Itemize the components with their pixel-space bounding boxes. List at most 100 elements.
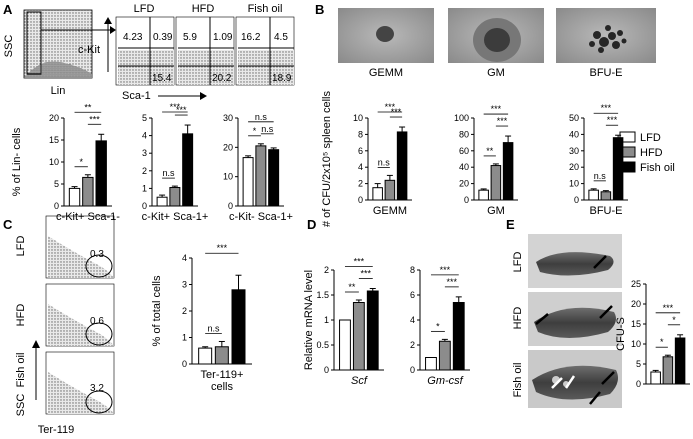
row-label: Fish oil [512, 363, 524, 398]
significance-label: n.s [378, 157, 391, 167]
significance-label: *** [361, 269, 372, 279]
panel-label-e: E [506, 217, 515, 232]
bar [490, 165, 502, 201]
y-tick-label: 4 [358, 162, 363, 172]
bar [95, 140, 107, 207]
panel-label-c: C [3, 217, 13, 232]
quadrant-plot-hfd: HFD 5.9 1.09 20.2 [175, 3, 235, 86]
legend-swatch-lfd [619, 131, 636, 143]
y-tick-label: 6 [358, 146, 363, 156]
y-tick-label: 0.5 [316, 340, 329, 350]
category-label: cells [211, 381, 234, 393]
bar [268, 149, 280, 207]
ter119-flow-plots: 0.3 0.6 3.2 LFD HFD Fish oil SSC Ter-119 [15, 215, 115, 436]
significance-label: * [253, 126, 257, 136]
y-tick-label: 50 [569, 113, 579, 123]
y-tick-label: 20 [569, 162, 579, 172]
y-tick-label: 4 [142, 131, 147, 141]
y-axis-label: # of CFU/2x10⁵ spleen cells [321, 90, 333, 227]
y-tick-label: 0 [574, 195, 579, 205]
significance-label: *** [607, 115, 618, 125]
y-tick-label: 20 [223, 142, 233, 152]
bar [384, 179, 396, 201]
chart-c: 0 1 2 3 4 n.s *** % of total cells Ter-119+cells [151, 243, 252, 393]
y-tick-label: 5 [54, 179, 59, 189]
bar [82, 176, 94, 207]
y-tick-label: 80 [459, 129, 469, 139]
y-tick-label: 2 [324, 265, 329, 275]
bar [169, 187, 181, 207]
y-tick-label: 2 [358, 179, 363, 189]
y-tick-label: 20 [459, 179, 469, 189]
significance-label: *** [385, 102, 396, 112]
diet-title-fishoil: Fish oil [248, 3, 283, 15]
significance-label: n.s [255, 112, 268, 122]
bar [352, 302, 365, 371]
y-tick-label: 0 [228, 201, 233, 211]
panel-label-a: A [3, 2, 13, 17]
bar [438, 340, 451, 371]
significance-label: n.s [207, 323, 220, 333]
significance-label: *** [354, 257, 365, 267]
significance-label: *** [440, 265, 451, 275]
significance-label: ** [348, 282, 356, 292]
y-tick-label: 0 [410, 365, 415, 375]
category-label: Ter-119+ [201, 369, 244, 381]
significance-label: *** [601, 103, 612, 113]
significance-label: *** [217, 243, 228, 253]
significance-label: *** [176, 105, 187, 115]
legend: LFD HFD Fish oil [619, 131, 675, 174]
y-tick-label: 3 [182, 280, 187, 290]
significance-label: * [79, 157, 83, 167]
y-tick-label: 0 [636, 379, 641, 389]
y-tick-label: 0 [142, 201, 147, 211]
row-label: HFD [15, 304, 27, 327]
bar [452, 302, 465, 371]
y-tick-label: 40 [459, 162, 469, 172]
chart-b1: 0 2 4 6 8 10 n.s ****** # of CFU/2x10⁵ spleen ce… [321, 90, 412, 227]
y-axis-label: % of total cells [151, 275, 163, 346]
significance-label: *** [89, 114, 100, 124]
y-tick-label: 20 [49, 113, 59, 123]
quadrant-plot-fishoil: Fish oil 16.2 4.5 18.9 [235, 3, 295, 86]
gate-value: 0.3 [90, 249, 104, 260]
lin-gate-plot: SSC Lin [3, 9, 93, 97]
y-tick-label: 2 [182, 306, 187, 316]
y-tick-label: 5 [636, 359, 641, 369]
significance-label: *** [497, 116, 508, 126]
diet-title-hfd: HFD [192, 3, 215, 15]
y-tick-label: 0 [54, 201, 59, 211]
y-tick-label: 0 [464, 195, 469, 205]
y-tick-label: 8 [358, 129, 363, 139]
q-value: 20.2 [212, 73, 232, 84]
panel-label-b: B [315, 2, 324, 17]
y-tick-label: 10 [353, 113, 363, 123]
y-tick-label: 40 [569, 129, 579, 139]
significance-label: *** [491, 104, 502, 114]
bar [231, 289, 246, 365]
q-value: 4.5 [274, 32, 288, 43]
significance-label: ** [84, 102, 92, 112]
category-label: BFU-E [590, 205, 623, 217]
bar [425, 357, 437, 371]
y-tick-label: 2 [142, 166, 147, 176]
y-tick-label: 5 [142, 113, 147, 123]
diet-title-lfd: LFD [134, 3, 155, 15]
bar [156, 196, 168, 207]
y-tick-label: 0 [358, 195, 363, 205]
significance-label: n.s [261, 124, 274, 134]
y-tick-label: 0 [324, 365, 329, 375]
bar [68, 187, 81, 207]
q-value: 1.09 [213, 32, 233, 43]
y-axis-label: % of Lin- cells [11, 127, 23, 196]
legend-label-fishoil: Fish oil [640, 162, 675, 174]
bar [600, 191, 612, 201]
y-tick-label: 0 [182, 359, 187, 369]
bar [242, 157, 254, 207]
significance-label: n.s [162, 168, 175, 178]
bar [396, 131, 408, 201]
